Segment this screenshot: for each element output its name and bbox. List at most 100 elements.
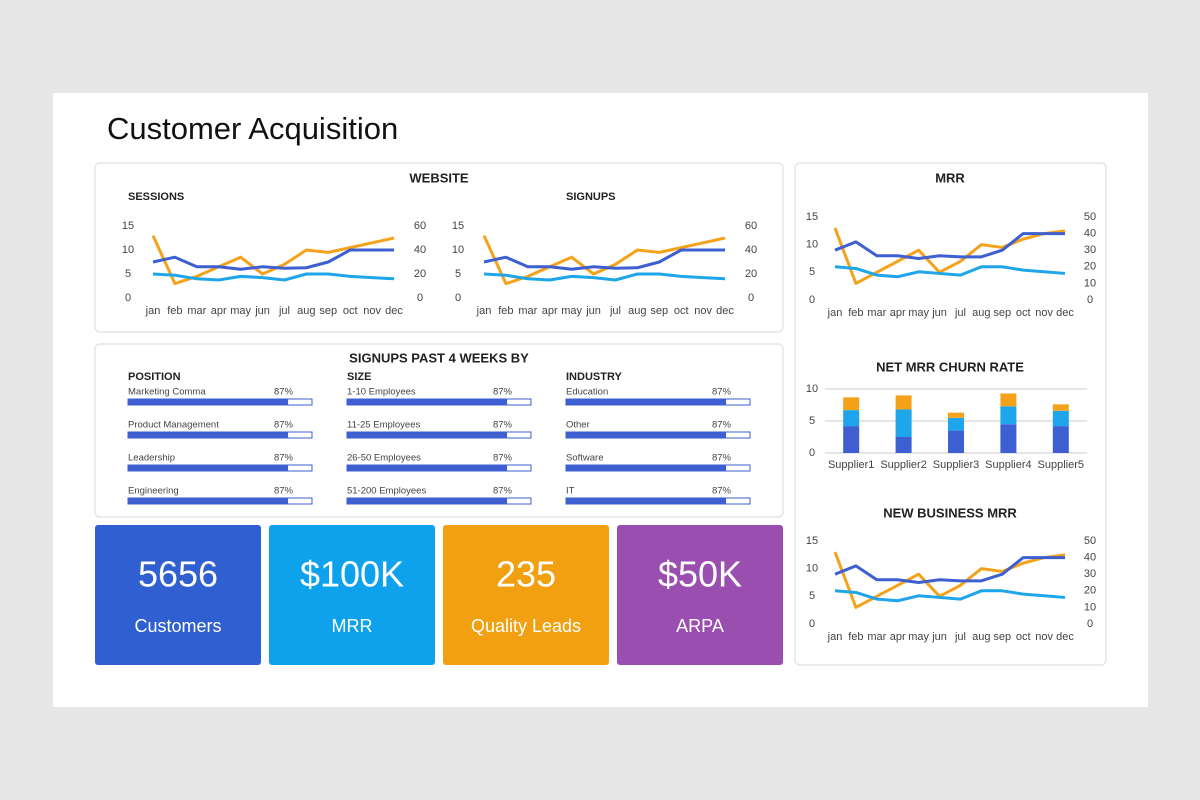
x-tick-label: dec [1056, 631, 1074, 643]
x-tick-label: oct [1016, 307, 1031, 319]
kpi-card [95, 525, 261, 665]
x-tick-label: dec [716, 305, 734, 317]
panel [94, 343, 784, 518]
panel-title: WEBSITE [409, 170, 469, 185]
item-label: Education [566, 387, 608, 398]
bar-segment [1052, 426, 1069, 453]
x-tick-label: dec [1056, 307, 1074, 319]
x-tick-label: feb [498, 305, 513, 317]
x-tick-label: jun [585, 305, 601, 317]
item-label: 51-200 Employees [347, 486, 426, 497]
bar-segment [895, 395, 912, 410]
line-series [152, 248, 394, 271]
y-tick-label: 10 [122, 244, 134, 256]
group-title: SIZE [347, 371, 371, 383]
item-percent: 87% [493, 453, 513, 464]
x-tick-label: sep [319, 305, 337, 317]
x-tick-label: apr [542, 305, 558, 317]
y-tick-label: 15 [806, 211, 818, 223]
y-tick-label: 10 [806, 563, 818, 575]
line-series [152, 272, 395, 282]
x-tick-label: apr [890, 307, 906, 319]
line-series [483, 248, 725, 271]
x-tick-label: jun [254, 305, 270, 317]
y2-tick-label: 30 [1084, 244, 1096, 256]
y-tick-label: 15 [122, 220, 134, 232]
progress-bar [347, 399, 508, 405]
bar-segment [1052, 404, 1069, 411]
y2-tick-label: 30 [1084, 568, 1096, 580]
kpi-label: Customers [134, 616, 221, 636]
kpi-value: $100K [300, 554, 404, 595]
bar-segment [895, 409, 912, 437]
x-tick-label: Supplier1 [828, 459, 874, 471]
x-tick-label: feb [848, 307, 863, 319]
item-percent: 87% [712, 420, 732, 431]
x-tick-label: mar [187, 305, 206, 317]
y2-tick-label: 20 [745, 268, 757, 280]
item-label: 26-50 Employees [347, 453, 421, 464]
progress-bar [347, 465, 508, 471]
kpi-label: Quality Leads [471, 616, 581, 636]
y-tick-label: 5 [809, 266, 815, 278]
x-tick-label: aug [628, 305, 646, 317]
bar-segment [948, 417, 964, 431]
y-tick-label: 10 [452, 244, 464, 256]
x-tick-label: nov [363, 305, 381, 317]
y2-tick-label: 50 [1084, 535, 1096, 547]
y-tick-label: 15 [806, 535, 818, 547]
item-percent: 87% [274, 420, 294, 431]
y-tick-label: 0 [809, 447, 815, 459]
progress-bar [347, 432, 508, 438]
y-tick-label: 0 [125, 292, 131, 304]
y-tick-label: 5 [125, 268, 131, 280]
y-tick-label: 5 [809, 415, 815, 427]
y-tick-label: 15 [452, 220, 464, 232]
progress-bar [566, 399, 727, 405]
item-label: Marketing Comma [128, 387, 206, 398]
bar-segment [1000, 424, 1017, 453]
x-tick-label: mar [867, 631, 886, 643]
item-label: Engineering [128, 486, 179, 497]
item-percent: 87% [274, 486, 294, 497]
kpi-card [269, 525, 435, 665]
line-series [834, 556, 1065, 584]
kpi-value: 235 [496, 554, 556, 595]
y-tick-label: 5 [809, 590, 815, 602]
item-percent: 87% [712, 486, 732, 497]
x-tick-label: aug [972, 307, 990, 319]
y-tick-label: 10 [806, 383, 818, 395]
bar-segment [843, 426, 860, 453]
item-percent: 87% [493, 387, 513, 398]
item-percent: 87% [493, 420, 513, 431]
x-tick-label: oct [343, 305, 358, 317]
x-tick-label: nov [694, 305, 712, 317]
x-tick-label: mar [867, 307, 886, 319]
line-series [834, 232, 1065, 260]
item-label: Leadership [128, 453, 175, 464]
page-title: Customer Acquisition [107, 111, 398, 146]
bar-segment [843, 410, 860, 427]
y-tick-label: 0 [809, 294, 815, 306]
kpi-card [617, 525, 783, 665]
chart-title: SIGNUPS [566, 191, 616, 203]
x-tick-label: aug [972, 631, 990, 643]
line-series [834, 265, 1066, 279]
x-tick-label: mar [518, 305, 537, 317]
x-tick-label: dec [385, 305, 403, 317]
y2-tick-label: 0 [417, 292, 423, 304]
item-percent: 87% [712, 387, 732, 398]
x-tick-label: jun [931, 307, 947, 319]
y2-tick-label: 20 [1084, 261, 1096, 273]
y2-tick-label: 20 [414, 268, 426, 280]
progress-bar [347, 498, 508, 504]
x-tick-label: sep [993, 307, 1011, 319]
y-tick-label: 0 [455, 292, 461, 304]
panel-title: SIGNUPS PAST 4 WEEKS BY [349, 350, 529, 365]
group-title: INDUSTRY [566, 371, 622, 383]
progress-bar [128, 399, 289, 405]
x-tick-label: jul [954, 307, 966, 319]
item-percent: 87% [712, 453, 732, 464]
y2-tick-label: 0 [748, 292, 754, 304]
line-series [483, 272, 726, 282]
